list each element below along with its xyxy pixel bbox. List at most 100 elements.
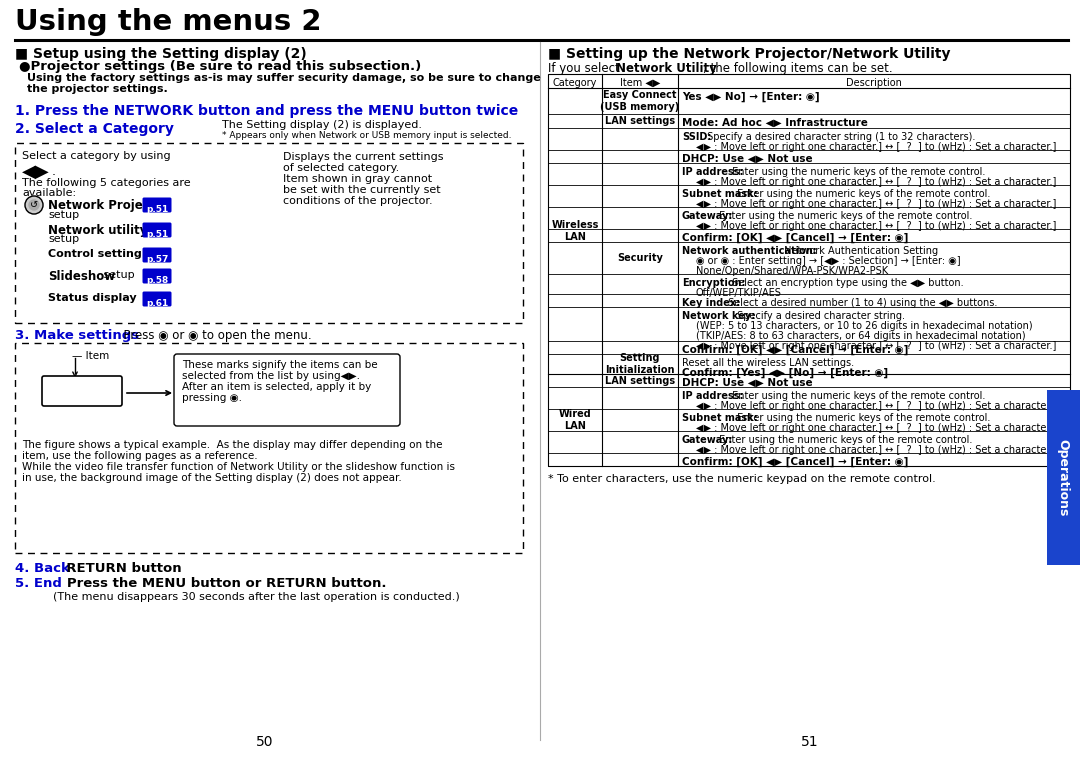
- Text: LAN settings: LAN settings: [605, 116, 675, 126]
- Text: Subnet mask:: Subnet mask:: [681, 413, 758, 423]
- Text: available:: available:: [22, 188, 76, 198]
- Text: Description: Description: [846, 78, 902, 88]
- FancyBboxPatch shape: [143, 222, 172, 237]
- Text: Control setting: Control setting: [48, 249, 141, 259]
- Text: Select a category by using: Select a category by using: [22, 151, 171, 161]
- Text: Using the factory settings as-is may suffer security damage, so be sure to chang: Using the factory settings as-is may suf…: [27, 73, 541, 83]
- Text: Enter using the numeric keys of the remote control.: Enter using the numeric keys of the remo…: [716, 435, 973, 445]
- Text: 4. Back: 4. Back: [15, 562, 70, 575]
- Text: None/Open/Shared/WPA-PSK/WPA2-PSK: None/Open/Shared/WPA-PSK/WPA2-PSK: [696, 266, 888, 276]
- Text: Wireless
LAN: Wireless LAN: [551, 220, 598, 242]
- Text: Using the menus 2: Using the menus 2: [15, 8, 322, 36]
- Text: Enter using the numeric keys of the remote control.: Enter using the numeric keys of the remo…: [733, 413, 990, 423]
- Text: These marks signify the items can be: These marks signify the items can be: [183, 360, 378, 370]
- Text: Mode: Ad hoc ◀▶ Infrastructure: Mode: Ad hoc ◀▶ Infrastructure: [681, 118, 868, 128]
- Text: the projector settings.: the projector settings.: [27, 84, 167, 94]
- Text: Select a desired number (1 to 4) using the ◀▶ buttons.: Select a desired number (1 to 4) using t…: [725, 298, 997, 308]
- Text: Security: Security: [617, 253, 663, 263]
- Text: Press ◉ or ◉ to open the menu.: Press ◉ or ◉ to open the menu.: [116, 329, 312, 342]
- Text: ◀▶ : Move left or right one character.] ↔ [  ?  ] to (wHz) : Set a character.]: ◀▶ : Move left or right one character.] …: [696, 142, 1056, 152]
- Text: be set with the currently set: be set with the currently set: [283, 185, 441, 195]
- Text: RETURN button: RETURN button: [57, 562, 181, 575]
- Text: Off/WEP/TKIP/AES: Off/WEP/TKIP/AES: [696, 288, 782, 298]
- Text: (TKIP/AES: 8 to 63 characters, or 64 digits in hexadecimal notation): (TKIP/AES: 8 to 63 characters, or 64 dig…: [696, 331, 1026, 341]
- Text: setup: setup: [100, 270, 135, 280]
- FancyBboxPatch shape: [143, 247, 172, 263]
- Text: Slideshow: Slideshow: [48, 270, 116, 283]
- Text: IP address:: IP address:: [681, 391, 743, 401]
- Text: Displays the current settings: Displays the current settings: [283, 152, 444, 162]
- Text: pressing ◉.: pressing ◉.: [183, 393, 242, 403]
- Text: Encryption:: Encryption:: [681, 278, 745, 288]
- Text: Key index:: Key index:: [681, 298, 740, 308]
- FancyBboxPatch shape: [143, 198, 172, 212]
- Text: 50: 50: [256, 735, 273, 749]
- Text: Confirm: [OK] ◀▶ [Cancel] → [Enter: ◉]: Confirm: [OK] ◀▶ [Cancel] → [Enter: ◉]: [681, 345, 908, 355]
- FancyBboxPatch shape: [143, 269, 172, 283]
- Text: While the video file transfer function of Network Utility or the slideshow funct: While the video file transfer function o…: [22, 462, 455, 472]
- Text: The Setting display (2) is displayed.: The Setting display (2) is displayed.: [222, 120, 422, 130]
- Text: ◀▶ : Move left or right one character.] ↔ [  ?  ] to (wHz) : Set a character.]: ◀▶ : Move left or right one character.] …: [696, 401, 1056, 411]
- Text: ◉ or ◉ : Enter setting] → [◀▶ : Selection] → [Enter: ◉]: ◉ or ◉ : Enter setting] → [◀▶ : Selectio…: [696, 256, 960, 266]
- Text: Network key:: Network key:: [681, 311, 755, 321]
- Text: conditions of the projector.: conditions of the projector.: [283, 196, 433, 206]
- Text: ◀▶ : Move left or right one character.] ↔ [  ?  ] to (wHz) : Set a character.]: ◀▶ : Move left or right one character.] …: [696, 221, 1056, 231]
- Text: Specify a desired character string.: Specify a desired character string.: [733, 311, 905, 321]
- Text: Reset all the wireless LAN settings.: Reset all the wireless LAN settings.: [681, 358, 854, 368]
- FancyBboxPatch shape: [174, 354, 400, 426]
- Text: ■ Setting up the Network Projector/Network Utility: ■ Setting up the Network Projector/Netwo…: [548, 47, 950, 61]
- Text: Item shown in gray cannot: Item shown in gray cannot: [283, 174, 432, 184]
- Text: p.58: p.58: [146, 276, 168, 285]
- Text: setup: setup: [48, 234, 79, 244]
- FancyBboxPatch shape: [15, 343, 523, 553]
- Text: Operations: Operations: [1056, 439, 1069, 516]
- Text: Subnet mask:: Subnet mask:: [681, 189, 758, 199]
- Text: 51: 51: [801, 735, 819, 749]
- Bar: [548, 74, 1070, 466]
- Circle shape: [25, 196, 43, 214]
- Text: Wired
LAN: Wired LAN: [558, 409, 592, 430]
- Text: 3. Make settings: 3. Make settings: [15, 329, 139, 342]
- Text: IP address:: IP address:: [681, 167, 743, 177]
- Text: p.61: p.61: [146, 299, 168, 308]
- Text: Confirm: [OK] ◀▶ [Cancel] → [Enter: ◉]: Confirm: [OK] ◀▶ [Cancel] → [Enter: ◉]: [681, 233, 908, 244]
- Text: ◀▶ : Move left or right one character.] ↔ [  ?  ] to (wHz) : Set a character.]: ◀▶ : Move left or right one character.] …: [696, 199, 1056, 209]
- Text: in use, the background image of the Setting display (2) does not appear.: in use, the background image of the Sett…: [22, 473, 402, 483]
- Text: Easy Connect
(USB memory): Easy Connect (USB memory): [600, 90, 679, 112]
- Text: Confirm: [OK] ◀▶ [Cancel] → [Enter: ◉]: Confirm: [OK] ◀▶ [Cancel] → [Enter: ◉]: [681, 457, 908, 467]
- Text: Enter using the numeric keys of the remote control.: Enter using the numeric keys of the remo…: [716, 211, 973, 221]
- Text: Press the MENU button or RETURN button.: Press the MENU button or RETURN button.: [53, 577, 387, 590]
- Text: Network utility: Network utility: [48, 224, 147, 237]
- Text: ■ Setup using the Setting display (2): ■ Setup using the Setting display (2): [15, 47, 307, 61]
- Text: Network authentication:: Network authentication:: [681, 246, 816, 256]
- Text: of selected category.: of selected category.: [283, 163, 400, 173]
- Text: Gateway:: Gateway:: [681, 435, 733, 445]
- Bar: [1047, 390, 1080, 565]
- Text: (The menu disappears 30 seconds after the last operation is conducted.): (The menu disappears 30 seconds after th…: [53, 592, 460, 602]
- Text: After an item is selected, apply it by: After an item is selected, apply it by: [183, 382, 372, 392]
- Text: ●Projector settings (Be sure to read this subsection.): ●Projector settings (Be sure to read thi…: [19, 60, 421, 73]
- Text: Network Projector: Network Projector: [48, 199, 170, 212]
- Text: SSID:: SSID:: [681, 132, 712, 142]
- FancyBboxPatch shape: [15, 143, 523, 323]
- Text: 2. Select a Category: 2. Select a Category: [15, 122, 174, 136]
- Circle shape: [29, 200, 39, 210]
- Text: .: .: [52, 165, 56, 178]
- Text: Select an encryption type using the ◀▶ button.: Select an encryption type using the ◀▶ b…: [729, 278, 964, 288]
- Text: , the following items can be set.: , the following items can be set.: [703, 62, 893, 75]
- Text: setup: setup: [48, 210, 79, 220]
- Text: Confirm: [Yes] ◀▶ [No] → [Enter: ◉]: Confirm: [Yes] ◀▶ [No] → [Enter: ◉]: [681, 368, 888, 378]
- Text: p.51: p.51: [146, 205, 168, 214]
- Text: ↺: ↺: [30, 200, 38, 210]
- Text: p.51: p.51: [146, 230, 168, 239]
- Text: selected from the list by using◀▶.: selected from the list by using◀▶.: [183, 371, 360, 381]
- Text: ◀▶ : Move left or right one character.] ↔ [  ?  ] to (wHz) : Set a character.]: ◀▶ : Move left or right one character.] …: [696, 177, 1056, 187]
- Text: Network Utility: Network Utility: [616, 62, 717, 75]
- Text: Specify a desired character string (1 to 32 characters).: Specify a desired character string (1 to…: [703, 132, 975, 142]
- Text: Network Authentication Setting: Network Authentication Setting: [781, 246, 939, 256]
- Text: * Appears only when Network or USB memory input is selected.: * Appears only when Network or USB memor…: [222, 131, 512, 140]
- Text: Setting
Initialization: Setting Initialization: [605, 353, 675, 375]
- Text: DHCP: Use ◀▶ Not use: DHCP: Use ◀▶ Not use: [681, 154, 812, 164]
- Text: Enter using the numeric keys of the remote control.: Enter using the numeric keys of the remo…: [729, 167, 986, 177]
- Text: Enter using the numeric keys of the remote control.: Enter using the numeric keys of the remo…: [729, 391, 986, 401]
